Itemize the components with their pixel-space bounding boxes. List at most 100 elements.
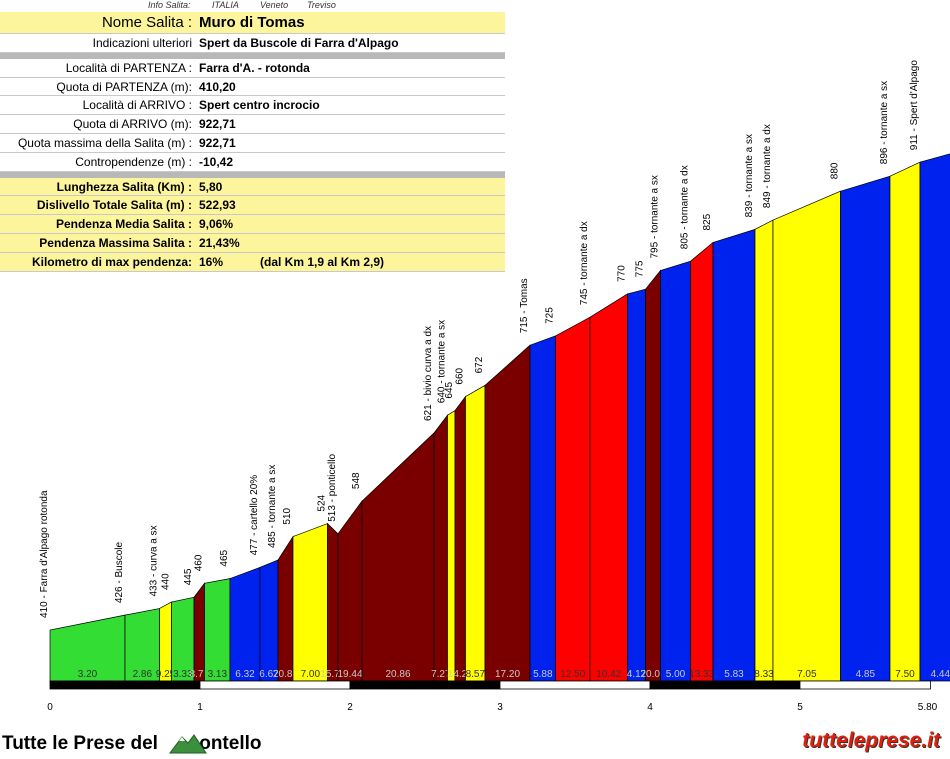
- segment-grade-label: 12.50: [560, 669, 585, 680]
- elevation-label: 426 - Buscole: [114, 542, 125, 604]
- segment-grade-label: 15.71: [320, 669, 345, 680]
- distance-bar-segment: [49, 680, 201, 690]
- profile-segment: [229, 566, 261, 682]
- elevation-label: 510: [282, 507, 293, 524]
- segment-grade-label: 20.86: [385, 669, 410, 680]
- max-alt: 922,71: [199, 135, 236, 150]
- start-place: Farra d'A. - rotonda: [199, 60, 310, 75]
- elevation-label: 440: [161, 573, 172, 590]
- elevation-label: 460: [194, 554, 205, 571]
- profile-segment: [589, 293, 628, 682]
- profile-segment: [660, 260, 691, 682]
- elevation-label: 880: [830, 162, 841, 179]
- length-row: Lunghezza Salita (Km) : 5,80: [0, 177, 505, 197]
- segment-grade-label: 19.44: [337, 669, 362, 680]
- profile-segment: [889, 161, 921, 682]
- max-km-value: 16%: [199, 254, 224, 269]
- elevation-label: 839 - tornante a sx: [744, 134, 755, 217]
- segment-grade-label: 4.85: [856, 669, 876, 680]
- profile-segment: [277, 535, 294, 682]
- x-tick-label: 2: [347, 702, 353, 713]
- site-link[interactable]: tutteleprese.it: [802, 729, 940, 752]
- divider: [0, 52, 505, 59]
- distance-bar-segment: [649, 680, 801, 690]
- elevation-label: 770: [617, 265, 628, 282]
- x-tick-label: 5.80: [918, 702, 938, 713]
- elevation-label: 640 - tornante a sx: [437, 320, 448, 403]
- segment-grade-label: 7.50: [895, 669, 915, 680]
- climb-name-row: Nome Salita : Muro di Tomas: [0, 12, 505, 34]
- segment-grade-label: 5.00: [666, 669, 686, 680]
- x-tick-label: 3: [497, 702, 503, 713]
- segment-grade-label: 4.44: [931, 669, 950, 680]
- profile-segment: [627, 288, 646, 682]
- elevation-label: 410 - Farra d'Alpago rotonda: [39, 490, 50, 618]
- length-value: 5,80: [199, 179, 223, 194]
- segment-grade-label: 9.25: [156, 669, 176, 680]
- avg-grade-row: Pendenza Media Salita : 9,06%: [0, 215, 505, 234]
- profile-segment: [645, 269, 661, 682]
- gain-row: Dislivello Totale Salita (m) : 522,93: [0, 196, 505, 216]
- end-alt: 922,71: [199, 117, 236, 132]
- gain-label: Dislivello Totale Salita (m) :: [36, 198, 192, 213]
- elevation-label: 672: [474, 356, 485, 373]
- profile-segment: [919, 153, 950, 682]
- start-place-label: Località di PARTENZA :: [65, 60, 192, 75]
- segment-grade-label: 20.00: [640, 669, 665, 680]
- climb-name-label: Nome Salita :: [101, 14, 192, 31]
- elevation-label: 548: [351, 472, 362, 489]
- brand-text: Tutte le Prese del: [2, 733, 158, 754]
- avg-grade-value: 9,06%: [199, 217, 234, 232]
- elevation-label: 896 - tornante a sx: [879, 81, 890, 164]
- elevation-label: 715 - Tomas: [519, 278, 530, 333]
- elevation-label: 660: [455, 367, 466, 384]
- elevation-label: 445: [183, 568, 194, 585]
- segment-grade-label: 6.32: [235, 669, 255, 680]
- segment-grade-label: 3.20: [78, 669, 98, 680]
- segment-grade-label: 7.27: [431, 669, 451, 680]
- profile-segment: [690, 241, 714, 682]
- mountain-logo-icon: [169, 734, 207, 754]
- max-km-row: Kilometro di max pendenza: 16% (dal Km 1…: [0, 252, 505, 272]
- elevation-label: 645: [444, 381, 455, 398]
- climb-info-table: Nome Salita : Muro di Tomas Indicazioni …: [0, 12, 505, 272]
- max-alt-row: Quota massima della Salita (m) : 922,71: [0, 134, 505, 153]
- segment-grade-label: 14.29: [448, 669, 473, 680]
- profile-segment: [754, 219, 774, 682]
- extra-value: Spert da Buscole di Farra d'Alpago: [199, 36, 399, 50]
- max-grade-row: Pendenza Massima Salita : 21,43%: [0, 233, 505, 253]
- segment-grade-label: 5.83: [724, 669, 744, 680]
- profile-segment: [840, 175, 891, 682]
- profile-segment: [259, 559, 279, 682]
- x-tick-label: 1: [197, 702, 203, 713]
- distance-bar-segment: [499, 680, 651, 690]
- end-place-label: Località di ARRIVO :: [82, 98, 192, 113]
- region-label: Veneto: [260, 0, 289, 10]
- segment-grade-label: 7.00: [301, 669, 321, 680]
- elevation-label: 725: [545, 307, 556, 324]
- elevation-label: 621 - bivio curva a dx: [423, 326, 434, 421]
- segment-grade-label: 4.17: [627, 669, 647, 680]
- profile-segment: [712, 228, 756, 682]
- elevation-label: 485 - tornante a sx: [267, 465, 278, 548]
- extra-label: Indicazioni ulteriori: [92, 36, 192, 50]
- max-grade-label: Pendenza Massima Salita :: [39, 235, 192, 250]
- x-tick-label: 0: [47, 702, 53, 713]
- segment-grade-label: 6.67: [259, 669, 279, 680]
- elevation-label: 805 - tornante a dx: [680, 165, 691, 249]
- info-header: Info Salita: ITALIA Veneto Treviso: [0, 0, 505, 12]
- profile-segment: [193, 582, 205, 682]
- elevation-label: 911 - Spert d'Alpago: [909, 60, 920, 151]
- distance-bar-segment: [199, 680, 351, 690]
- length-label: Lunghezza Salita (Km) :: [56, 179, 192, 194]
- profile-segment: [361, 432, 435, 682]
- profile-segment: [465, 384, 486, 682]
- elevation-label: 745 - tornante a dx: [579, 221, 590, 305]
- segment-grade-label: 8.33: [754, 669, 774, 680]
- profile-segment: [484, 344, 531, 682]
- segment-grade-label: 20.83: [273, 669, 298, 680]
- gain-value: 522,93: [199, 198, 236, 213]
- max-grade-value: 21,43%: [199, 235, 240, 250]
- segment-grade-label: 3.33: [173, 669, 193, 680]
- end-place: Spert centro incrocio: [199, 98, 320, 113]
